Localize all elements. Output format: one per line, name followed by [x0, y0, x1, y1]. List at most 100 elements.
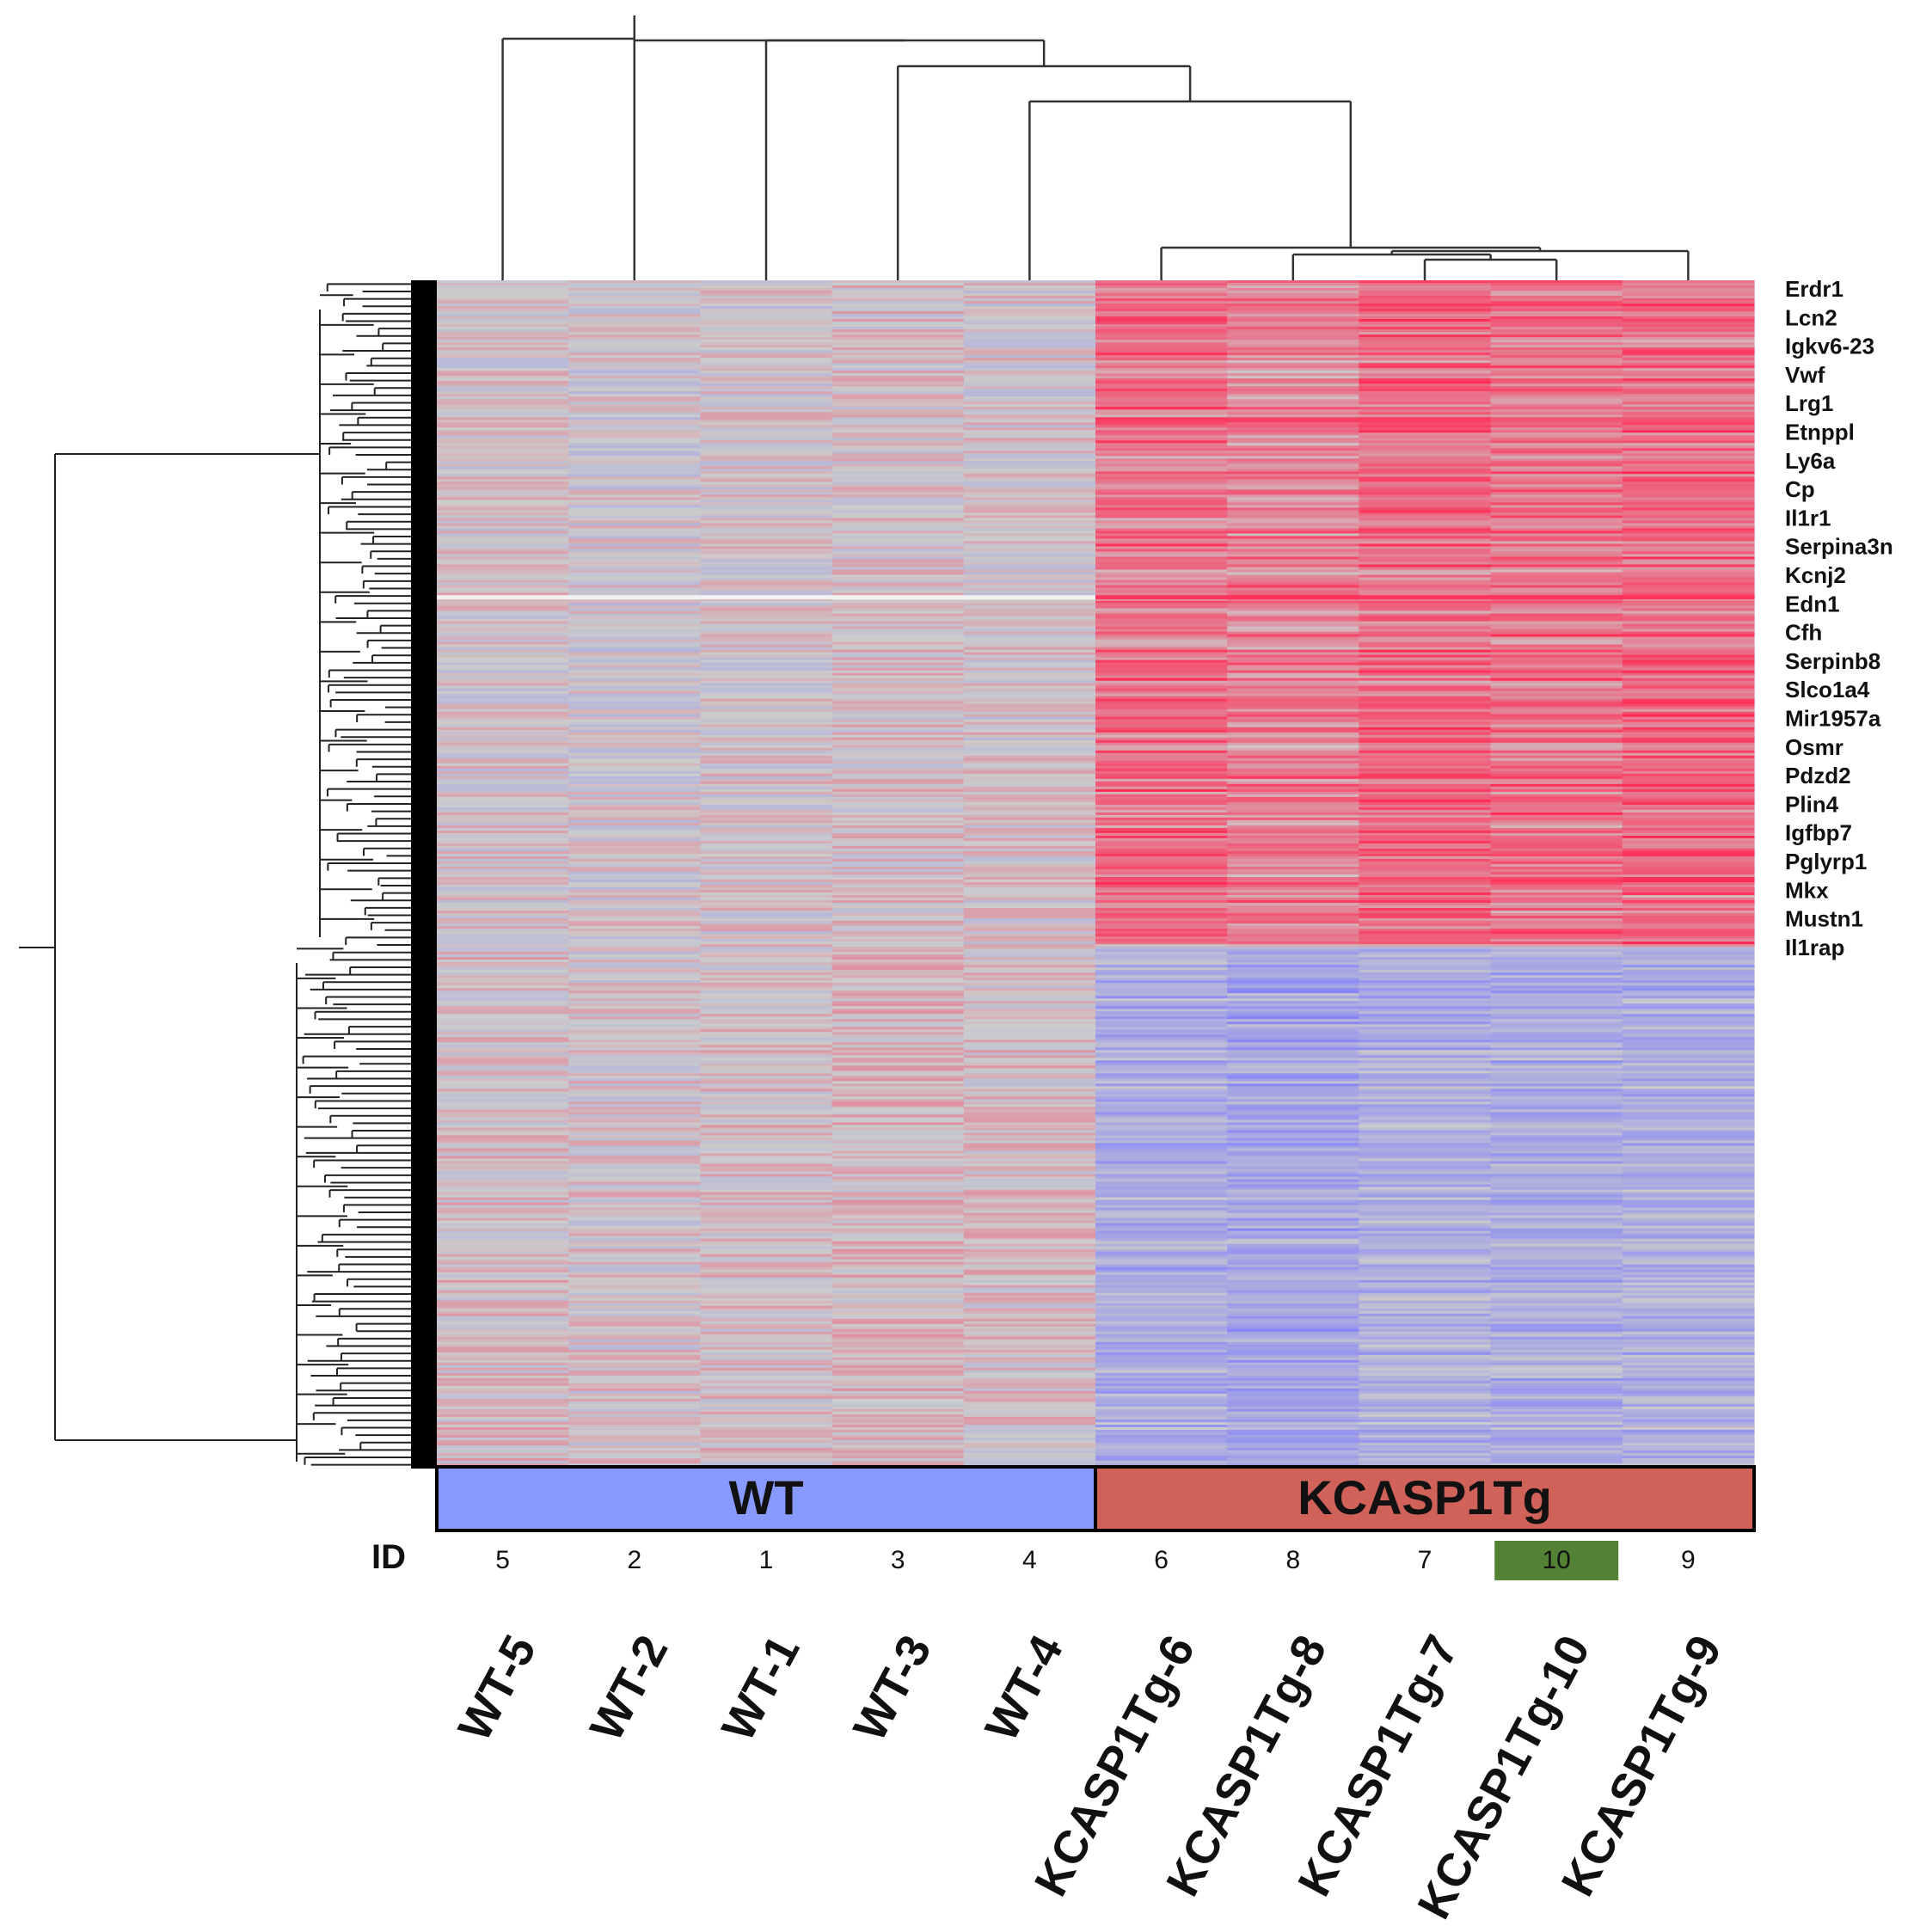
- heatmap-cell: [437, 972, 569, 976]
- heatmap-cell: [1622, 417, 1755, 420]
- heatmap-cell: [1095, 727, 1228, 731]
- heatmap-cell: [437, 1003, 569, 1007]
- heatmap-cell: [568, 636, 701, 641]
- heatmap-cell: [1227, 456, 1359, 459]
- heatmap-cell: [831, 763, 965, 767]
- heatmap-cell: [1622, 809, 1755, 813]
- heatmap-cell: [437, 489, 569, 493]
- heatmap-cell: [1095, 1238, 1228, 1242]
- heatmap-cell: [700, 1321, 833, 1325]
- heatmap-cell: [568, 1029, 701, 1033]
- heatmap-cell: [1095, 345, 1228, 348]
- heatmap-cell: [1359, 489, 1492, 493]
- heatmap-cell: [1095, 1419, 1228, 1423]
- heatmap-cell: [1622, 285, 1755, 289]
- heatmap-cell: [1095, 737, 1228, 741]
- heatmap-cell: [963, 1429, 1096, 1433]
- heatmap-cell: [568, 877, 701, 880]
- heatmap-cell: [1622, 770, 1755, 775]
- heatmap-cell: [1227, 882, 1359, 886]
- heatmap-cell: [831, 1228, 965, 1232]
- heatmap-cell: [1622, 1385, 1755, 1389]
- heatmap-cell: [1359, 580, 1492, 584]
- heatmap-cell: [1490, 830, 1623, 834]
- heatmap-cell: [963, 1388, 1096, 1392]
- heatmap-cell: [437, 1094, 569, 1097]
- heatmap-cell: [1622, 1377, 1755, 1382]
- heatmap-cell: [963, 734, 1096, 739]
- heatmap-cell: [437, 304, 569, 307]
- heatmap-cell: [1095, 911, 1228, 914]
- heatmap-cell: [1359, 484, 1492, 488]
- heatmap-cell: [700, 1261, 833, 1266]
- heatmap-cell: [1622, 670, 1755, 674]
- heatmap-cell: [568, 1416, 701, 1420]
- heatmap-cell: [1622, 590, 1755, 594]
- heatmap-cell: [831, 1390, 965, 1395]
- heatmap-cell: [700, 1326, 833, 1330]
- heatmap-cell: [437, 1163, 569, 1168]
- heatmap-cell: [1227, 1362, 1359, 1366]
- heatmap-cell: [1622, 657, 1755, 661]
- heatmap-cell: [1095, 435, 1228, 439]
- heatmap-cell: [1622, 1083, 1755, 1087]
- heatmap-cell: [963, 1251, 1096, 1255]
- heatmap-cell: [568, 280, 701, 284]
- heatmap-cell: [1359, 334, 1492, 338]
- heatmap-cell: [963, 1349, 1096, 1353]
- heatmap-cell: [963, 693, 1096, 697]
- heatmap-cell: [1095, 590, 1228, 594]
- heatmap-cell: [700, 466, 833, 469]
- heatmap-cell: [568, 1176, 701, 1181]
- heatmap-cell: [1227, 311, 1359, 315]
- heatmap-cell: [1359, 556, 1492, 561]
- heatmap-cell: [963, 768, 1096, 772]
- heatmap-cell: [437, 1220, 569, 1224]
- heatmap-cell: [568, 518, 701, 521]
- heatmap-cell: [1359, 967, 1492, 971]
- heatmap-cell: [568, 1408, 701, 1413]
- heatmap-cell: [1227, 1272, 1359, 1276]
- heatmap-cell: [1095, 1055, 1228, 1058]
- heatmap-cell: [831, 355, 965, 359]
- heatmap-cell: [1359, 1202, 1492, 1206]
- heatmap-cell: [1359, 1205, 1492, 1209]
- heatmap-cell: [1490, 1086, 1623, 1089]
- heatmap-cell: [700, 587, 833, 592]
- heatmap-cell: [1227, 1295, 1359, 1299]
- heatmap-cell: [437, 453, 569, 457]
- heatmap-cell: [1622, 500, 1755, 503]
- heatmap-cell: [700, 1442, 833, 1446]
- heatmap-cell: [1490, 1029, 1623, 1033]
- heatmap-cell: [963, 1432, 1096, 1436]
- heatmap-cell: [700, 616, 833, 620]
- heatmap-cell: [1359, 837, 1492, 842]
- heatmap-cell: [1227, 394, 1359, 397]
- heatmap-cell: [831, 531, 965, 535]
- sample-label: WT-5: [449, 1627, 547, 1749]
- heatmap-cell: [831, 737, 965, 741]
- heatmap-cell: [568, 1228, 701, 1232]
- heatmap-cell: [700, 1251, 833, 1255]
- heatmap-cell: [700, 368, 833, 371]
- heatmap-cell: [437, 1029, 569, 1033]
- heatmap-cell: [437, 1212, 569, 1217]
- heatmap-cell: [437, 280, 569, 284]
- heatmap-cell: [437, 812, 569, 816]
- heatmap-cell: [963, 1040, 1096, 1043]
- heatmap-cell: [963, 1233, 1096, 1237]
- heatmap-cell: [437, 1264, 569, 1268]
- heatmap-cell: [1359, 1014, 1492, 1017]
- heatmap-cell: [1490, 998, 1623, 1002]
- heatmap-cell: [831, 788, 965, 793]
- heatmap-cell: [437, 1179, 569, 1183]
- heatmap-cell: [1095, 381, 1228, 384]
- heatmap-cell: [700, 1406, 833, 1410]
- heatmap-cell: [963, 461, 1096, 464]
- heatmap-cell: [1095, 402, 1228, 405]
- heatmap-cell: [963, 809, 1096, 813]
- heatmap-cell: [1227, 732, 1359, 736]
- heatmap-cell: [437, 670, 569, 674]
- heatmap-cell: [1490, 732, 1623, 736]
- heatmap-cell: [1359, 1161, 1492, 1165]
